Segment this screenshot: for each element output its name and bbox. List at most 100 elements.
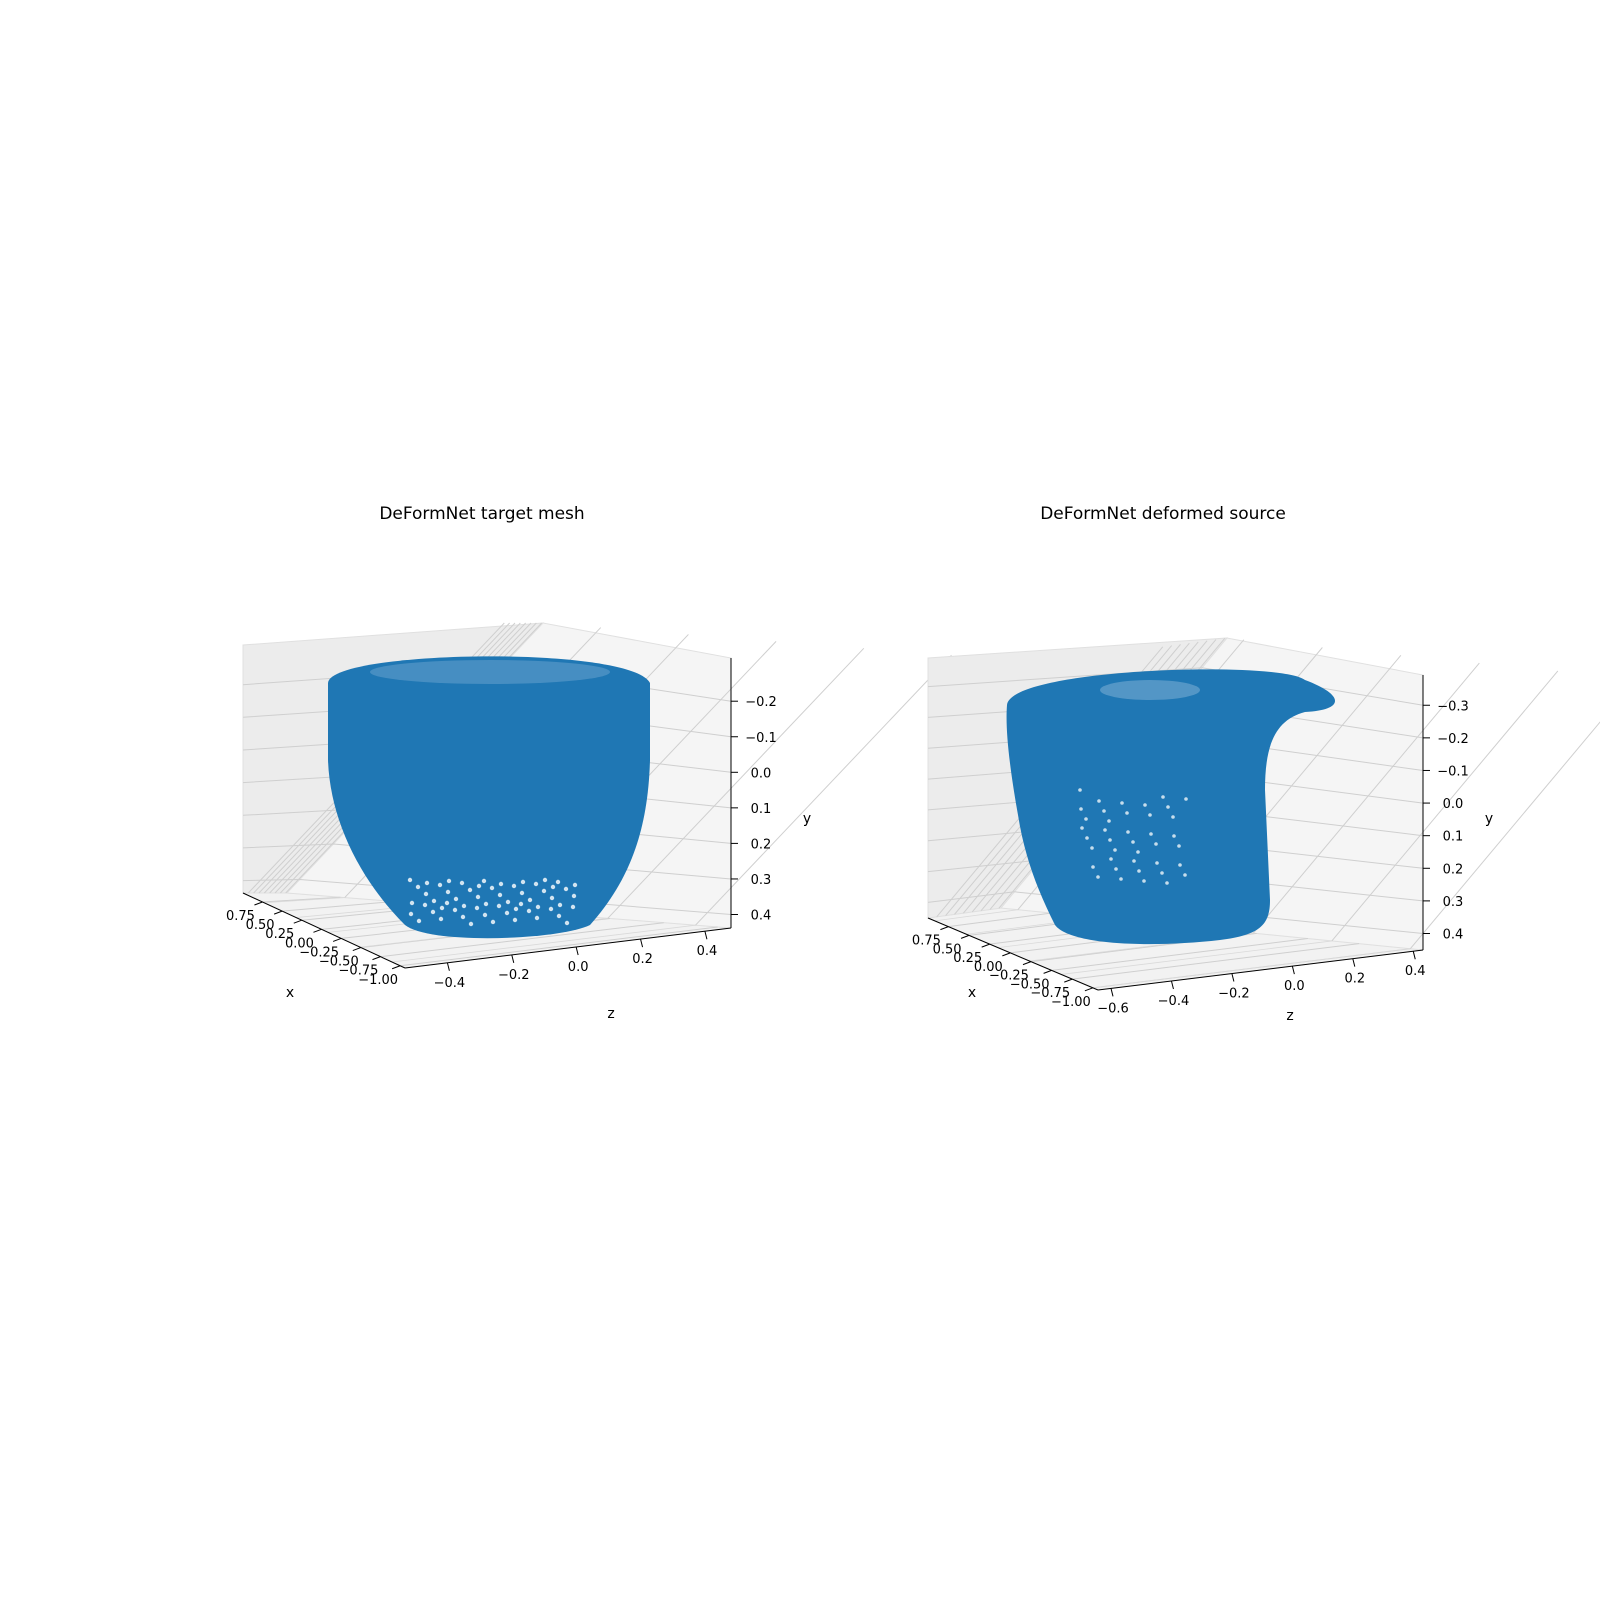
x-tick-mark: [960, 934, 970, 939]
x-tick-mark: [313, 928, 322, 933]
point-gap: [571, 893, 577, 899]
point-gap: [459, 880, 465, 886]
z-tick-label: 0.0: [568, 960, 589, 975]
x-tick-mark: [273, 910, 283, 915]
axis-lines: [927, 675, 1424, 991]
x-tick-label: 0.75: [226, 909, 255, 924]
point-gap: [550, 884, 556, 890]
x-tick-label: 0.00: [285, 936, 314, 951]
point-gap: [570, 904, 576, 910]
x-tick-label: 0.50: [933, 942, 962, 957]
x-tick-label: −0.25: [989, 969, 1029, 984]
point-gap: [535, 904, 541, 910]
z-tick-mark: [704, 931, 708, 940]
grid-line-z-wall: [1331, 670, 1559, 942]
point-gap: [460, 914, 466, 920]
point-gap: [1166, 805, 1170, 809]
point-gap: [407, 877, 413, 883]
y-tick-label: −0.1: [1437, 764, 1469, 779]
z-tick-label: 0.2: [632, 952, 653, 967]
subplot-target-mesh: DeFormNet target mesh 0.750.500.250.00−0…: [226, 504, 952, 1022]
point-cloud: [1006, 669, 1335, 945]
y-axis-label: y: [803, 811, 811, 827]
point-gap: [555, 879, 561, 885]
y-tick-label: 0.3: [751, 873, 772, 888]
x-axis-label: x: [968, 985, 976, 1001]
point-cloud-body: [1006, 669, 1335, 945]
point-gap: [1183, 873, 1187, 877]
x-tick-label: 0.25: [953, 951, 982, 966]
point-gap: [1097, 799, 1101, 803]
point-gap: [1084, 817, 1088, 821]
axis-lines: [242, 658, 732, 969]
point-gap: [564, 920, 570, 926]
grid-line-z-floor: [264, 897, 345, 904]
point-gap: [474, 905, 480, 911]
x-tick-mark: [981, 943, 990, 948]
z-tick-label: 0.0: [1284, 979, 1305, 994]
tick-labels: 0.750.500.250.00−0.25−0.50−0.75−1.00 −0.6…: [912, 699, 1469, 1016]
point-gap: [497, 892, 503, 898]
grid-line-z-wall: [1409, 721, 1600, 950]
point-gap: [415, 884, 421, 890]
z-tick-mark: [1412, 951, 1416, 960]
point-gap: [424, 880, 430, 886]
point-gap: [1108, 838, 1112, 842]
point-gap: [438, 916, 444, 922]
point-gap: [423, 891, 429, 897]
point-gap: [542, 877, 548, 883]
point-gap: [557, 902, 563, 908]
point-gap: [533, 881, 539, 887]
x-tick-label: 0.50: [246, 918, 275, 933]
tick-labels: 0.750.500.250.00−0.25−0.50−0.75−1.00 −0.4…: [226, 695, 777, 991]
z-tick-label: 0.4: [697, 944, 718, 959]
point-gap: [1090, 846, 1094, 850]
x-tick-label: 0.75: [912, 934, 941, 949]
point-gap: [512, 917, 518, 923]
y-tick-label: −0.3: [1437, 699, 1469, 714]
point-gap: [452, 907, 458, 913]
point-gap: [475, 894, 481, 900]
grid-line-x: [948, 912, 1052, 928]
point-gap: [446, 878, 452, 884]
z-tick-mark: [1291, 965, 1295, 975]
point-gap: [1137, 869, 1141, 873]
point-gap: [1161, 795, 1165, 799]
subplot-deformed-source: DeFormNet deformed source 0.750.500.250.…: [912, 504, 1600, 1024]
x-tick-label: −1.00: [1051, 995, 1091, 1010]
point-gap: [1085, 836, 1089, 840]
point-gap: [1079, 807, 1083, 811]
z-tick-mark: [446, 962, 450, 971]
z-tick-label: −0.2: [498, 968, 530, 983]
z-tick-mark: [1231, 973, 1235, 982]
z-tick-label: −0.4: [434, 976, 466, 991]
point-gap: [445, 889, 451, 895]
point-gap: [1091, 865, 1095, 869]
point-gap: [1119, 877, 1123, 881]
x-tick-mark: [1064, 978, 1073, 983]
point-gap: [1178, 863, 1182, 867]
grid-line-x: [262, 896, 341, 903]
point-gap: [1165, 881, 1169, 885]
z-tick-mark: [575, 946, 579, 956]
z-tick-mark: [1352, 958, 1356, 967]
point-gap: [1184, 797, 1188, 801]
grid-line-x: [400, 926, 718, 967]
y-tick-label: 0.1: [751, 802, 772, 817]
point-gap: [444, 900, 450, 906]
point-cloud: [328, 656, 650, 939]
point-gap: [556, 913, 562, 919]
point-gap: [437, 882, 443, 888]
point-gap: [1143, 803, 1147, 807]
point-gap: [408, 911, 414, 917]
y-tick-label: 0.4: [751, 909, 772, 924]
point-gap: [409, 900, 415, 906]
grid-line-x: [1051, 938, 1308, 971]
z-tick-label: −0.6: [1097, 1001, 1129, 1016]
point-gap: [1114, 867, 1118, 871]
point-cloud-rim-gap: [370, 660, 610, 684]
z-axis-line: [1097, 949, 1424, 991]
point-gap: [1136, 850, 1140, 854]
point-gap: [1148, 813, 1152, 817]
x-tick-label: 0.00: [974, 960, 1003, 975]
